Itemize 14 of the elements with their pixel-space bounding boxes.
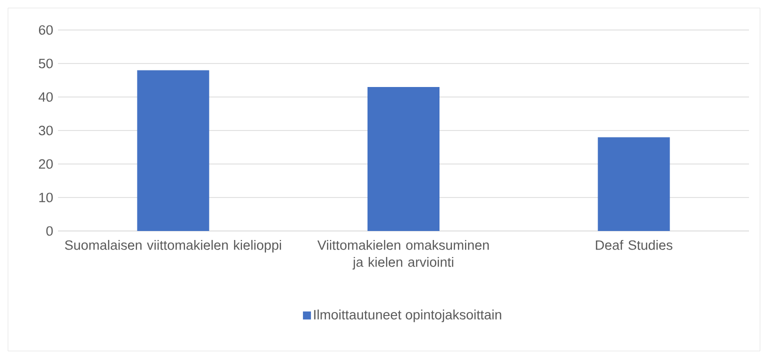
bar bbox=[137, 70, 210, 231]
y-tick-label: 40 bbox=[38, 92, 53, 102]
x-tick-label: Suomalaisen viittomakielen kielioppi bbox=[64, 240, 282, 253]
x-tick-label: Deaf Studies bbox=[596, 240, 672, 250]
y-tick-label: 10 bbox=[39, 192, 53, 202]
y-tick-label: 30 bbox=[38, 126, 53, 136]
y-tick-label: 20 bbox=[38, 159, 53, 169]
y-tick-label: 60 bbox=[38, 25, 53, 35]
x-tick-label: Viittomakielen omaksuminen ja kielen arviointi bbox=[317, 240, 489, 270]
bar bbox=[368, 86, 440, 231]
y-tick-label: 0 bbox=[46, 226, 53, 236]
y-tick-label: 50 bbox=[38, 58, 53, 68]
bar bbox=[598, 137, 670, 231]
legend-label: Ilmoittautuneet opintojaksoittain bbox=[314, 310, 502, 322]
